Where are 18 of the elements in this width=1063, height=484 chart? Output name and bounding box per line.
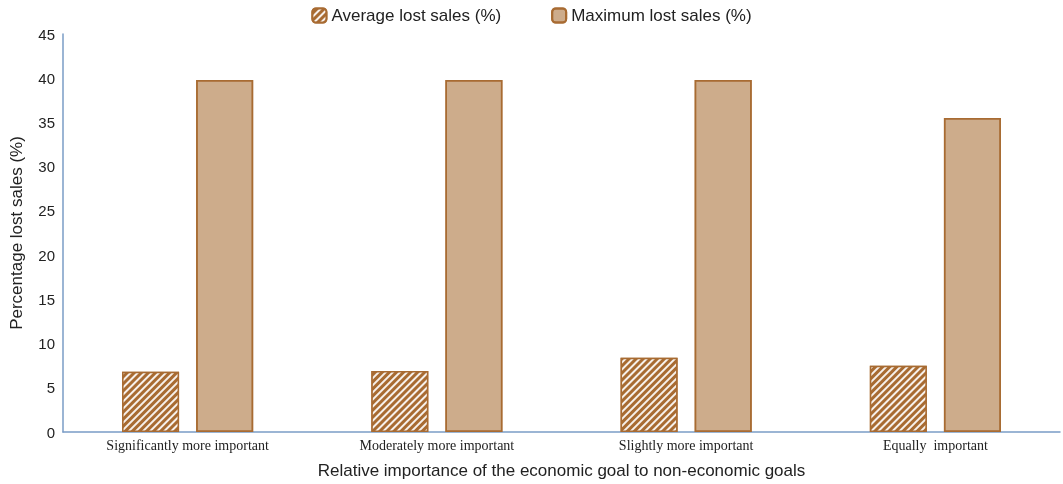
y-tick-label: 40 xyxy=(38,69,55,87)
y-tick-label: 5 xyxy=(46,379,55,397)
y-tick-label: 10 xyxy=(38,335,55,353)
legend-label: Maximum lost sales (%) xyxy=(571,6,752,25)
legend-label: Average lost sales (%) xyxy=(331,6,502,25)
x-tick-label: Moderately more important xyxy=(359,437,515,453)
y-tick-label: 15 xyxy=(38,290,55,308)
y-tick-label: 25 xyxy=(38,202,55,220)
y-tick-label: 45 xyxy=(38,25,55,43)
x-axis-title: Relative importance of the economic goal to non-economic goals xyxy=(317,461,806,480)
y-tick-label: 35 xyxy=(38,113,55,131)
y-tick-label: 30 xyxy=(38,158,55,176)
y-axis-title: Percentage lost sales (%) xyxy=(7,136,26,330)
y-tick-label: 20 xyxy=(38,246,55,264)
x-tick-label: Equally important xyxy=(882,437,988,453)
y-tick-label: 0 xyxy=(46,423,55,441)
x-tick-label: Significantly more important xyxy=(106,437,269,453)
x-tick-label: Slightly more important xyxy=(618,437,754,453)
